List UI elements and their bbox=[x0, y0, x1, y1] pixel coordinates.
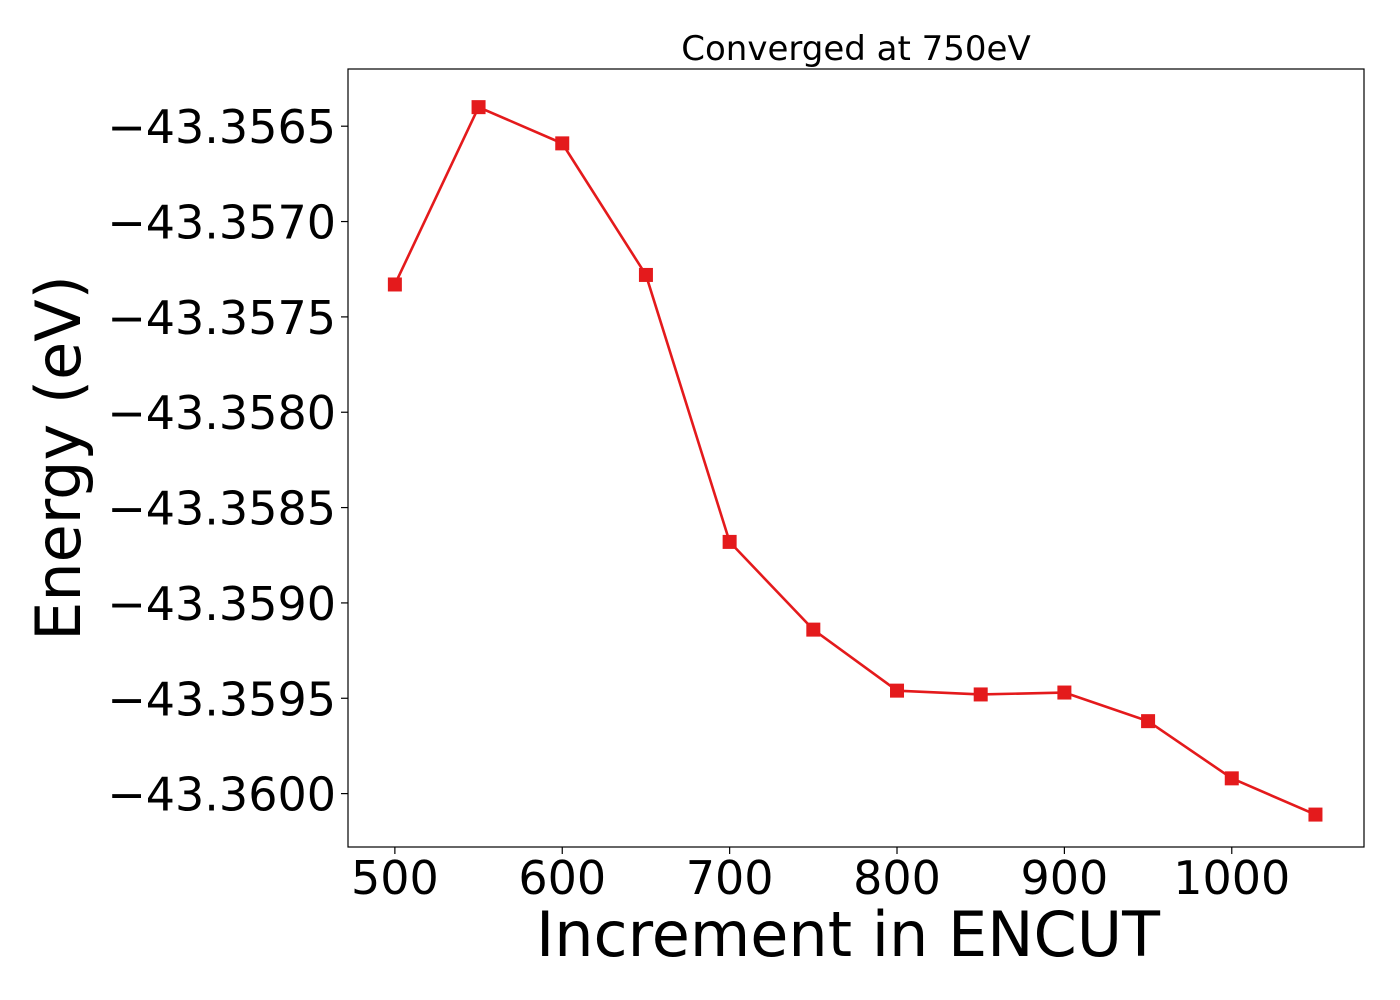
x-tick-label: 600 bbox=[518, 851, 606, 905]
x-tick-label: 500 bbox=[351, 851, 439, 905]
series-line bbox=[393, 105, 1316, 816]
x-tick-label: 700 bbox=[686, 851, 774, 905]
x-tick-label: 1000 bbox=[1173, 851, 1290, 905]
data-point-marker bbox=[471, 100, 486, 115]
data-point-marker bbox=[555, 136, 570, 151]
chart-title: Converged at 750eV bbox=[681, 29, 1030, 69]
x-axis-ticks: 500 600 700 800 900 1000 bbox=[351, 847, 1290, 905]
data-point-marker bbox=[1308, 807, 1323, 822]
y-tick-label: −43.3595 bbox=[107, 672, 336, 726]
y-tick-label: −43.3590 bbox=[107, 577, 336, 631]
x-tick-label: 800 bbox=[853, 851, 941, 905]
data-point-marker bbox=[890, 683, 905, 698]
y-tick-label: −43.3585 bbox=[107, 482, 336, 536]
y-tick-label: −43.3570 bbox=[107, 196, 336, 250]
y-tick-label: −43.3580 bbox=[107, 386, 336, 440]
plot-area-frame bbox=[347, 68, 1365, 848]
data-point-marker bbox=[806, 622, 821, 637]
data-point-marker bbox=[1057, 685, 1072, 700]
y-tick-label: −43.3600 bbox=[107, 768, 336, 822]
data-point-marker bbox=[1141, 714, 1156, 729]
y-tick-label: −43.3575 bbox=[107, 291, 336, 345]
data-point-marker bbox=[638, 267, 653, 282]
data-point-marker bbox=[973, 687, 988, 702]
series-layer bbox=[387, 100, 1323, 822]
data-point-marker bbox=[1224, 771, 1239, 786]
data-point-marker bbox=[722, 534, 737, 549]
y-axis-label: Energy (eV) bbox=[22, 275, 95, 641]
x-tick-label: 900 bbox=[1020, 851, 1108, 905]
data-point-marker bbox=[387, 277, 402, 292]
y-axis-ticks: −43.3565 −43.3570 −43.3575 −43.3580 −43.3585… bbox=[107, 100, 348, 822]
y-tick-label: −43.3565 bbox=[107, 100, 336, 154]
x-axis-label: Increment in ENCUT bbox=[536, 898, 1161, 971]
